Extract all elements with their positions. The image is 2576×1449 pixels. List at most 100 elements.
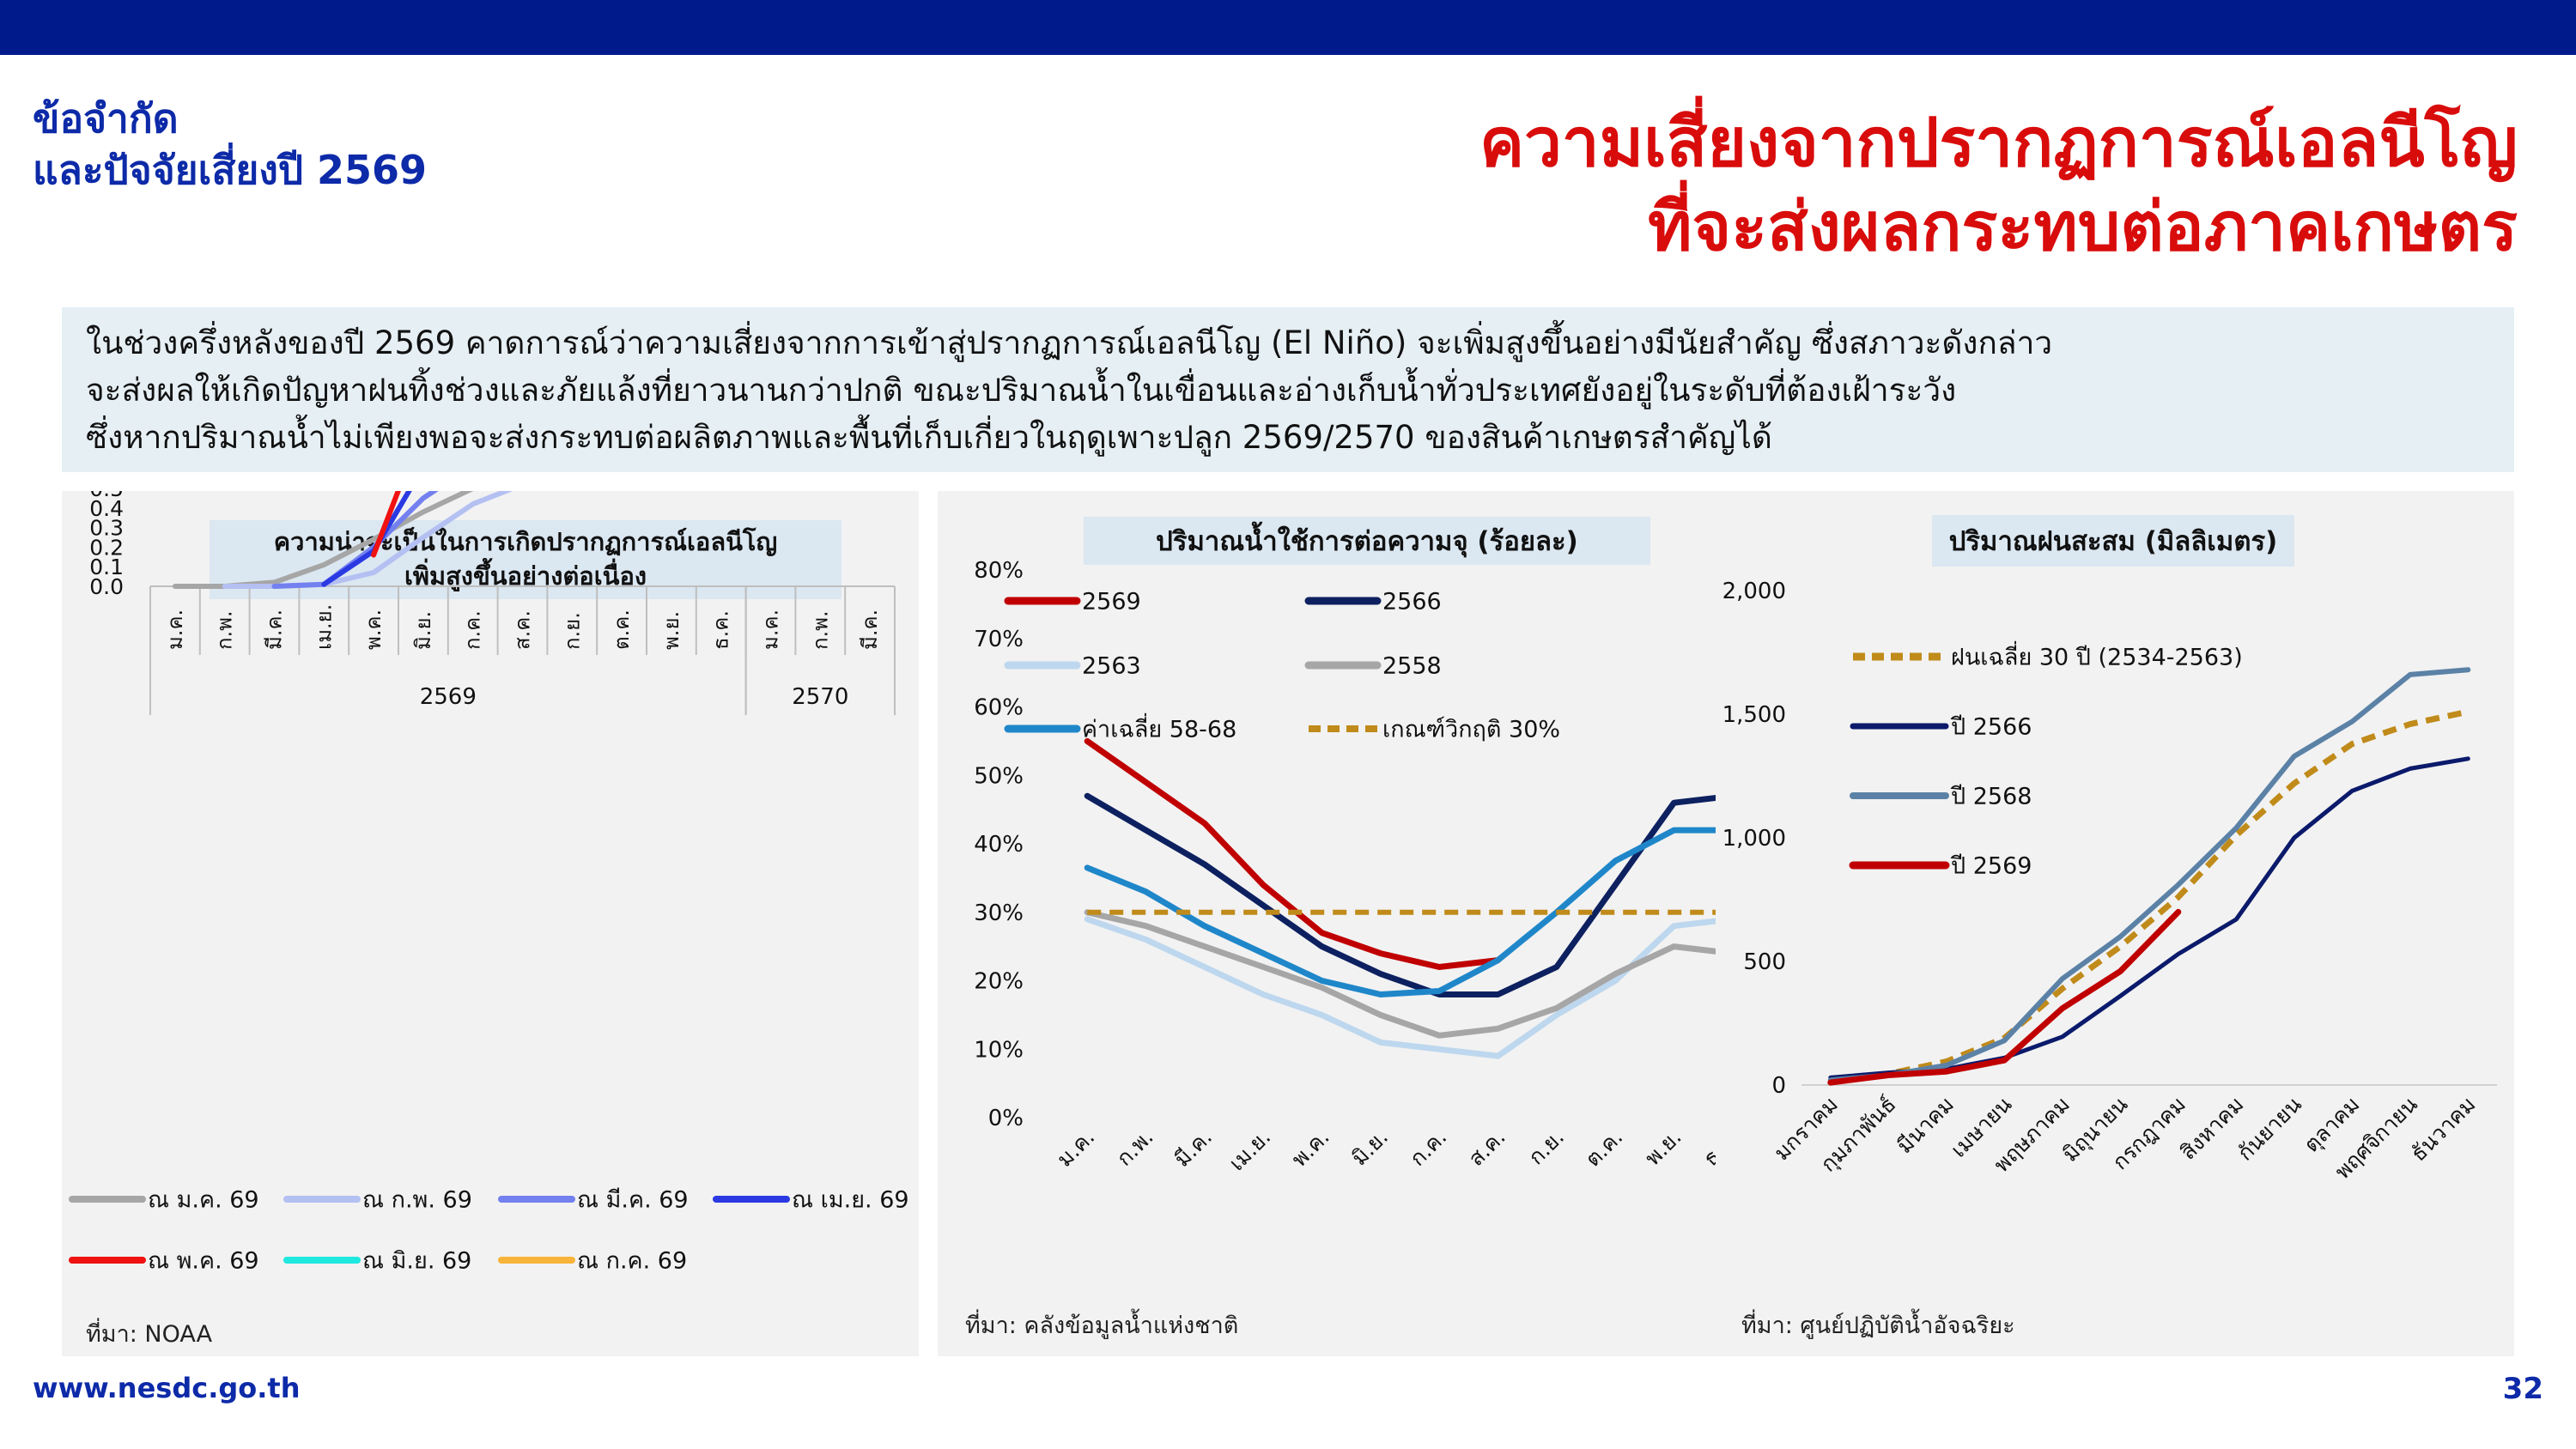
y-tick-label: 60% <box>974 695 1024 721</box>
year-group-label: 2569 <box>420 684 477 710</box>
summary-box: ในช่วงครึ่งหลังของปี 2569 คาดการณ์ว่าควา… <box>62 307 2514 472</box>
y-tick-label: 0.1 <box>89 555 124 579</box>
y-tick-label: 0.5 <box>89 491 124 501</box>
y-tick-label: 2,000 <box>1722 579 1786 604</box>
legend-label-2: 2563 <box>1082 652 1141 679</box>
x-tick-label: เม.ย. <box>1224 1125 1276 1176</box>
x-tick-label: ก.พ. <box>213 610 237 650</box>
legend-label-1: ปี 2566 <box>1951 713 2032 740</box>
y-tick-label: 80% <box>974 558 1024 584</box>
series-line-3 <box>1827 908 2182 1086</box>
legend-label-0: 2569 <box>1082 588 1141 615</box>
chart-title: ปริมาณฝนสะสม (มิลลิเมตร) <box>1949 526 2278 557</box>
legend-label-6: ณ ก.ค. 69 <box>577 1247 687 1274</box>
y-tick-label: 40% <box>974 832 1024 858</box>
summary-line2: จะส่งผลให้เกิดปัญหาฝนทิ้งช่วงและภัยแล้งท… <box>86 372 1957 409</box>
chart-source: ที่มา: คลังข้อมูลน้ำแห่งชาติ <box>965 1313 1239 1339</box>
x-tick-label: ก.ย. <box>1523 1125 1569 1170</box>
elnino-probability-chart: ความน่าจะเป็นในการเกิดปรากฏการณ์เอลนีโญ … <box>69 491 909 1274</box>
legend-label-0: ณ ม.ค. 69 <box>148 1186 259 1213</box>
series-line-3 <box>1084 909 1736 1039</box>
reservoir-capacity-chart: ปริมาณน้ำใช้การต่อความจุ (ร้อยละ) 0% 10% 2… <box>974 517 1745 1176</box>
legend-label-1: 2566 <box>1382 588 1442 615</box>
x-tick-label: ส.ค. <box>1463 1125 1510 1171</box>
panel-reservoir-capacity: ปริมาณน้ำใช้การต่อความจุ (ร้อยละ) 0% 10% 2… <box>938 491 1795 1356</box>
legend-label-4: ค่าเฉลี่ย 58-68 <box>1082 712 1236 743</box>
y-tick-label: 1,000 <box>1722 826 1786 852</box>
legend-label-2: ปี 2568 <box>1951 783 2032 809</box>
x-tick-label: ม.ค. <box>163 609 187 650</box>
legend-label-4: ณ พ.ค. 69 <box>148 1247 259 1274</box>
slide-title-line2: ที่จะส่งผลกระทบต่อภาคเกษตร <box>1648 189 2518 266</box>
y-tick-label: 0% <box>988 1106 1024 1131</box>
x-tick-label: มี.ค. <box>263 609 287 650</box>
x-tick-label: ก.ค. <box>1405 1125 1451 1171</box>
page-number: 32 <box>2502 1372 2543 1406</box>
chart-title-line1: ความน่าจะเป็นในการเกิดปรากฏการณ์เอลนีโญ <box>274 526 777 557</box>
section-title-line2: และปัจจัยเสี่ยงปี 2569 <box>33 147 428 193</box>
slide-title-line1: ความเสี่ยงจากปรากฏการณ์เอลนีโญ <box>1479 105 2518 182</box>
y-tick-label: 500 <box>1743 949 1786 975</box>
x-tick-label: ม.ค. <box>759 609 783 650</box>
series-line-2 <box>1827 667 2471 1083</box>
y-tick-label: 70% <box>974 627 1024 652</box>
x-tick-label: เม.ย. <box>312 604 336 650</box>
y-tick-label: 0.3 <box>89 516 124 541</box>
y-tick-label: 0.4 <box>89 496 124 521</box>
legend-label-0: ฝนเฉลี่ย 30 ปี (2534-2563) <box>1951 640 2243 670</box>
series-line-0 <box>1830 708 2470 1085</box>
x-tick-label: ส.ค. <box>511 610 535 650</box>
slide-title: ความเสี่ยงจากปรากฏการณ์เอลนีโญ ที่จะส่งผ… <box>886 101 2518 270</box>
legend-label-3: 2558 <box>1382 652 1442 679</box>
series-line-1 <box>1084 792 1736 997</box>
x-tick-label: ก.พ. <box>808 610 832 650</box>
series-line-4 <box>1084 827 1736 997</box>
section-title-line1: ข้อจำกัด <box>33 95 179 142</box>
y-tick-label: 30% <box>974 900 1024 926</box>
legend-label-3: ณ เม.ย. 69 <box>792 1186 909 1213</box>
x-tick-label: มิ.ย. <box>411 611 435 650</box>
x-tick-label: พ.ค. <box>361 609 386 650</box>
section-title: ข้อจำกัด และปัจจัยเสี่ยงปี 2569 <box>33 93 548 196</box>
x-tick-label: ม.ค. <box>1052 1125 1099 1172</box>
footer-url[interactable]: www.nesdc.go.th <box>33 1372 301 1404</box>
chart-title-box <box>1932 515 2294 567</box>
x-tick-label: มิ.ย. <box>1346 1125 1393 1171</box>
x-tick-label: ธ.ค. <box>709 610 733 650</box>
y-tick-label: 10% <box>974 1037 1024 1063</box>
y-tick-label: 20% <box>974 969 1024 995</box>
legend-label-2: ณ มี.ค. 69 <box>577 1186 689 1213</box>
panel-cumulative-rainfall: ปริมาณฝนสะสม (มิลลิเมตร) 0 500 1,000 1,500 2… <box>1716 491 2514 1356</box>
legend-label-3: ปี 2569 <box>1951 852 2032 879</box>
chart-title-box <box>1084 517 1650 565</box>
legend-label-1: ณ ก.พ. 69 <box>362 1186 472 1213</box>
series-line-3 <box>321 491 412 587</box>
summary-line1: ในช่วงครึ่งหลังของปี 2569 คาดการณ์ว่าควา… <box>86 324 2053 361</box>
x-tick-label: มี.ค. <box>858 609 882 650</box>
x-tick-label: ก.พ. <box>1112 1125 1158 1171</box>
x-tick-label: ก.ย. <box>560 612 584 650</box>
x-tick-label: พ.ค. <box>1287 1125 1334 1172</box>
year-group-label: 2570 <box>792 684 848 710</box>
legend-label-5: เกณฑ์วิกฤติ 30% <box>1382 715 1560 743</box>
chart-title: ปริมาณน้ำใช้การต่อความจุ (ร้อยละ) <box>1156 521 1578 558</box>
x-tick-label: กันยายน <box>2233 1092 2306 1166</box>
x-tick-label: ต.ค. <box>1580 1125 1627 1172</box>
legend-label-5: ณ มิ.ย. 69 <box>362 1247 471 1274</box>
chart-source: ที่มา: ศูนย์ปฏิบัติน้ำอัจฉริยะ <box>1741 1313 2015 1339</box>
x-tick-label: ธันวาคม <box>2406 1092 2481 1167</box>
y-tick-label: 50% <box>974 763 1024 789</box>
x-tick-label: ต.ค. <box>610 609 634 650</box>
y-tick-label: 1,500 <box>1722 702 1786 728</box>
cumulative-rainfall-chart: ปริมาณฝนสะสม (มิลลิเมตร) 0 500 1,000 1,500 2… <box>1722 515 2497 1184</box>
panel-elnino-probability: ความน่าจะเป็นในการเกิดปรากฏการณ์เอลนีโญ … <box>62 491 919 1356</box>
x-tick-label: พ.ย. <box>1640 1125 1686 1171</box>
y-tick-label: 0 <box>1771 1073 1786 1099</box>
y-tick-label: 0.2 <box>89 535 124 560</box>
top-banner-bar <box>0 0 2576 55</box>
x-tick-label: ก.ค. <box>461 610 485 650</box>
chart-source: ที่มา: NOAA <box>86 1321 213 1348</box>
series-line-0 <box>1084 737 1501 970</box>
x-tick-label: พ.ย. <box>659 611 683 650</box>
summary-line3: ซึ่งหากปริมาณน้ำไม่เพียงพอจะส่งกระทบต่อผ… <box>86 419 1772 456</box>
